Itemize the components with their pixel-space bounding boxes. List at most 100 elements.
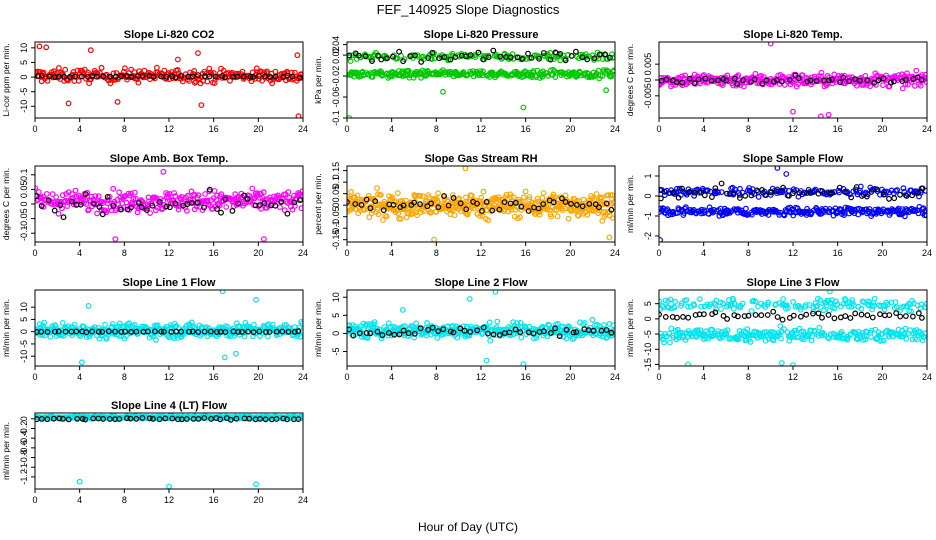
points-layer — [659, 42, 927, 118]
data-point — [121, 65, 128, 72]
data-point — [915, 310, 922, 317]
data-point — [517, 214, 523, 221]
panel-2: Slope Li-820 Pressure kPa per min. 0 4 8 12 16… — [313, 29, 620, 134]
data-point — [261, 197, 268, 203]
data-point — [922, 71, 927, 78]
data-point — [852, 310, 859, 317]
data-point — [915, 189, 921, 196]
data-point — [809, 333, 816, 340]
outlier-point — [174, 56, 181, 63]
data-point — [62, 66, 69, 73]
data-point — [768, 189, 775, 196]
outlier-point — [78, 359, 85, 366]
outlier-point — [233, 350, 239, 357]
data-point — [866, 299, 873, 306]
data-point — [457, 200, 464, 207]
data-point — [848, 194, 855, 201]
data-point — [862, 336, 869, 343]
outlier-point — [43, 44, 50, 51]
data-point — [174, 416, 181, 423]
y-tick-label: 0 — [643, 193, 653, 198]
data-point — [172, 74, 179, 81]
y-tick-label: -1 — [19, 463, 29, 471]
data-point — [568, 53, 575, 59]
data-point — [485, 54, 492, 61]
data-point — [520, 55, 527, 61]
data-point — [284, 416, 291, 423]
data-point — [116, 416, 123, 422]
data-point — [737, 195, 743, 201]
data-point — [449, 192, 456, 199]
data-point — [796, 189, 803, 196]
data-point — [790, 190, 796, 197]
data-point — [60, 416, 66, 422]
y-tick-label: 0 — [643, 77, 653, 82]
plot-frame — [34, 41, 304, 119]
y-tick-label: 5 — [643, 301, 653, 306]
data-point — [659, 195, 664, 202]
data-point — [759, 80, 766, 87]
data-point — [49, 191, 56, 198]
x-tick-label: 8 — [434, 248, 439, 258]
data-point — [374, 328, 381, 335]
data-point — [291, 199, 298, 206]
x-tick-label: 12 — [164, 372, 174, 382]
data-point — [842, 313, 849, 320]
data-point — [452, 54, 459, 60]
data-point — [425, 326, 432, 333]
data-point — [41, 319, 48, 326]
data-point — [284, 72, 291, 79]
data-point — [574, 201, 580, 208]
data-point — [379, 332, 386, 339]
data-point — [490, 331, 497, 338]
data-point — [596, 51, 603, 58]
data-point — [698, 303, 704, 310]
data-point — [163, 203, 170, 210]
data-point — [445, 202, 452, 209]
data-point — [906, 308, 913, 315]
data-point — [593, 191, 600, 197]
data-point — [273, 416, 280, 422]
data-point — [53, 194, 59, 201]
data-point — [178, 328, 185, 335]
y-tick-label: -0.005 — [643, 83, 653, 109]
data-point — [780, 296, 787, 302]
data-point — [233, 415, 240, 422]
data-point — [38, 416, 45, 422]
data-point — [458, 208, 464, 215]
data-point — [409, 204, 415, 211]
data-point — [533, 335, 540, 341]
data-point — [819, 188, 826, 195]
data-point — [922, 304, 927, 311]
data-point — [348, 188, 355, 195]
x-tick-label: 8 — [122, 372, 127, 382]
panel-9: Slope Line 3 Flow ml/min per min. 0 4 8 12 16 2… — [625, 277, 932, 382]
data-point — [162, 415, 169, 422]
x-tick-label: 20 — [253, 124, 263, 134]
data-point — [720, 300, 726, 307]
data-point — [59, 192, 66, 199]
y-tick-label: -5 — [19, 340, 29, 348]
data-point — [380, 207, 387, 214]
data-point — [222, 329, 229, 335]
data-point — [384, 55, 390, 62]
data-point — [417, 325, 424, 332]
y-tick-label: 0.05 — [19, 181, 29, 199]
data-point — [204, 197, 211, 204]
data-point — [256, 328, 263, 335]
data-point — [526, 194, 533, 201]
data-point — [495, 194, 502, 201]
y-tick-label: -5 — [643, 330, 653, 338]
data-point — [610, 322, 615, 329]
data-point — [235, 329, 242, 335]
outlier-point — [295, 113, 302, 118]
data-point — [606, 54, 613, 61]
data-point — [672, 298, 679, 305]
y-tick-label: 0.15 — [331, 162, 341, 180]
data-point — [297, 74, 303, 81]
data-point — [868, 334, 874, 341]
data-point — [387, 324, 394, 330]
data-point — [218, 191, 225, 198]
data-point — [371, 319, 378, 326]
outlier-point — [783, 171, 790, 177]
